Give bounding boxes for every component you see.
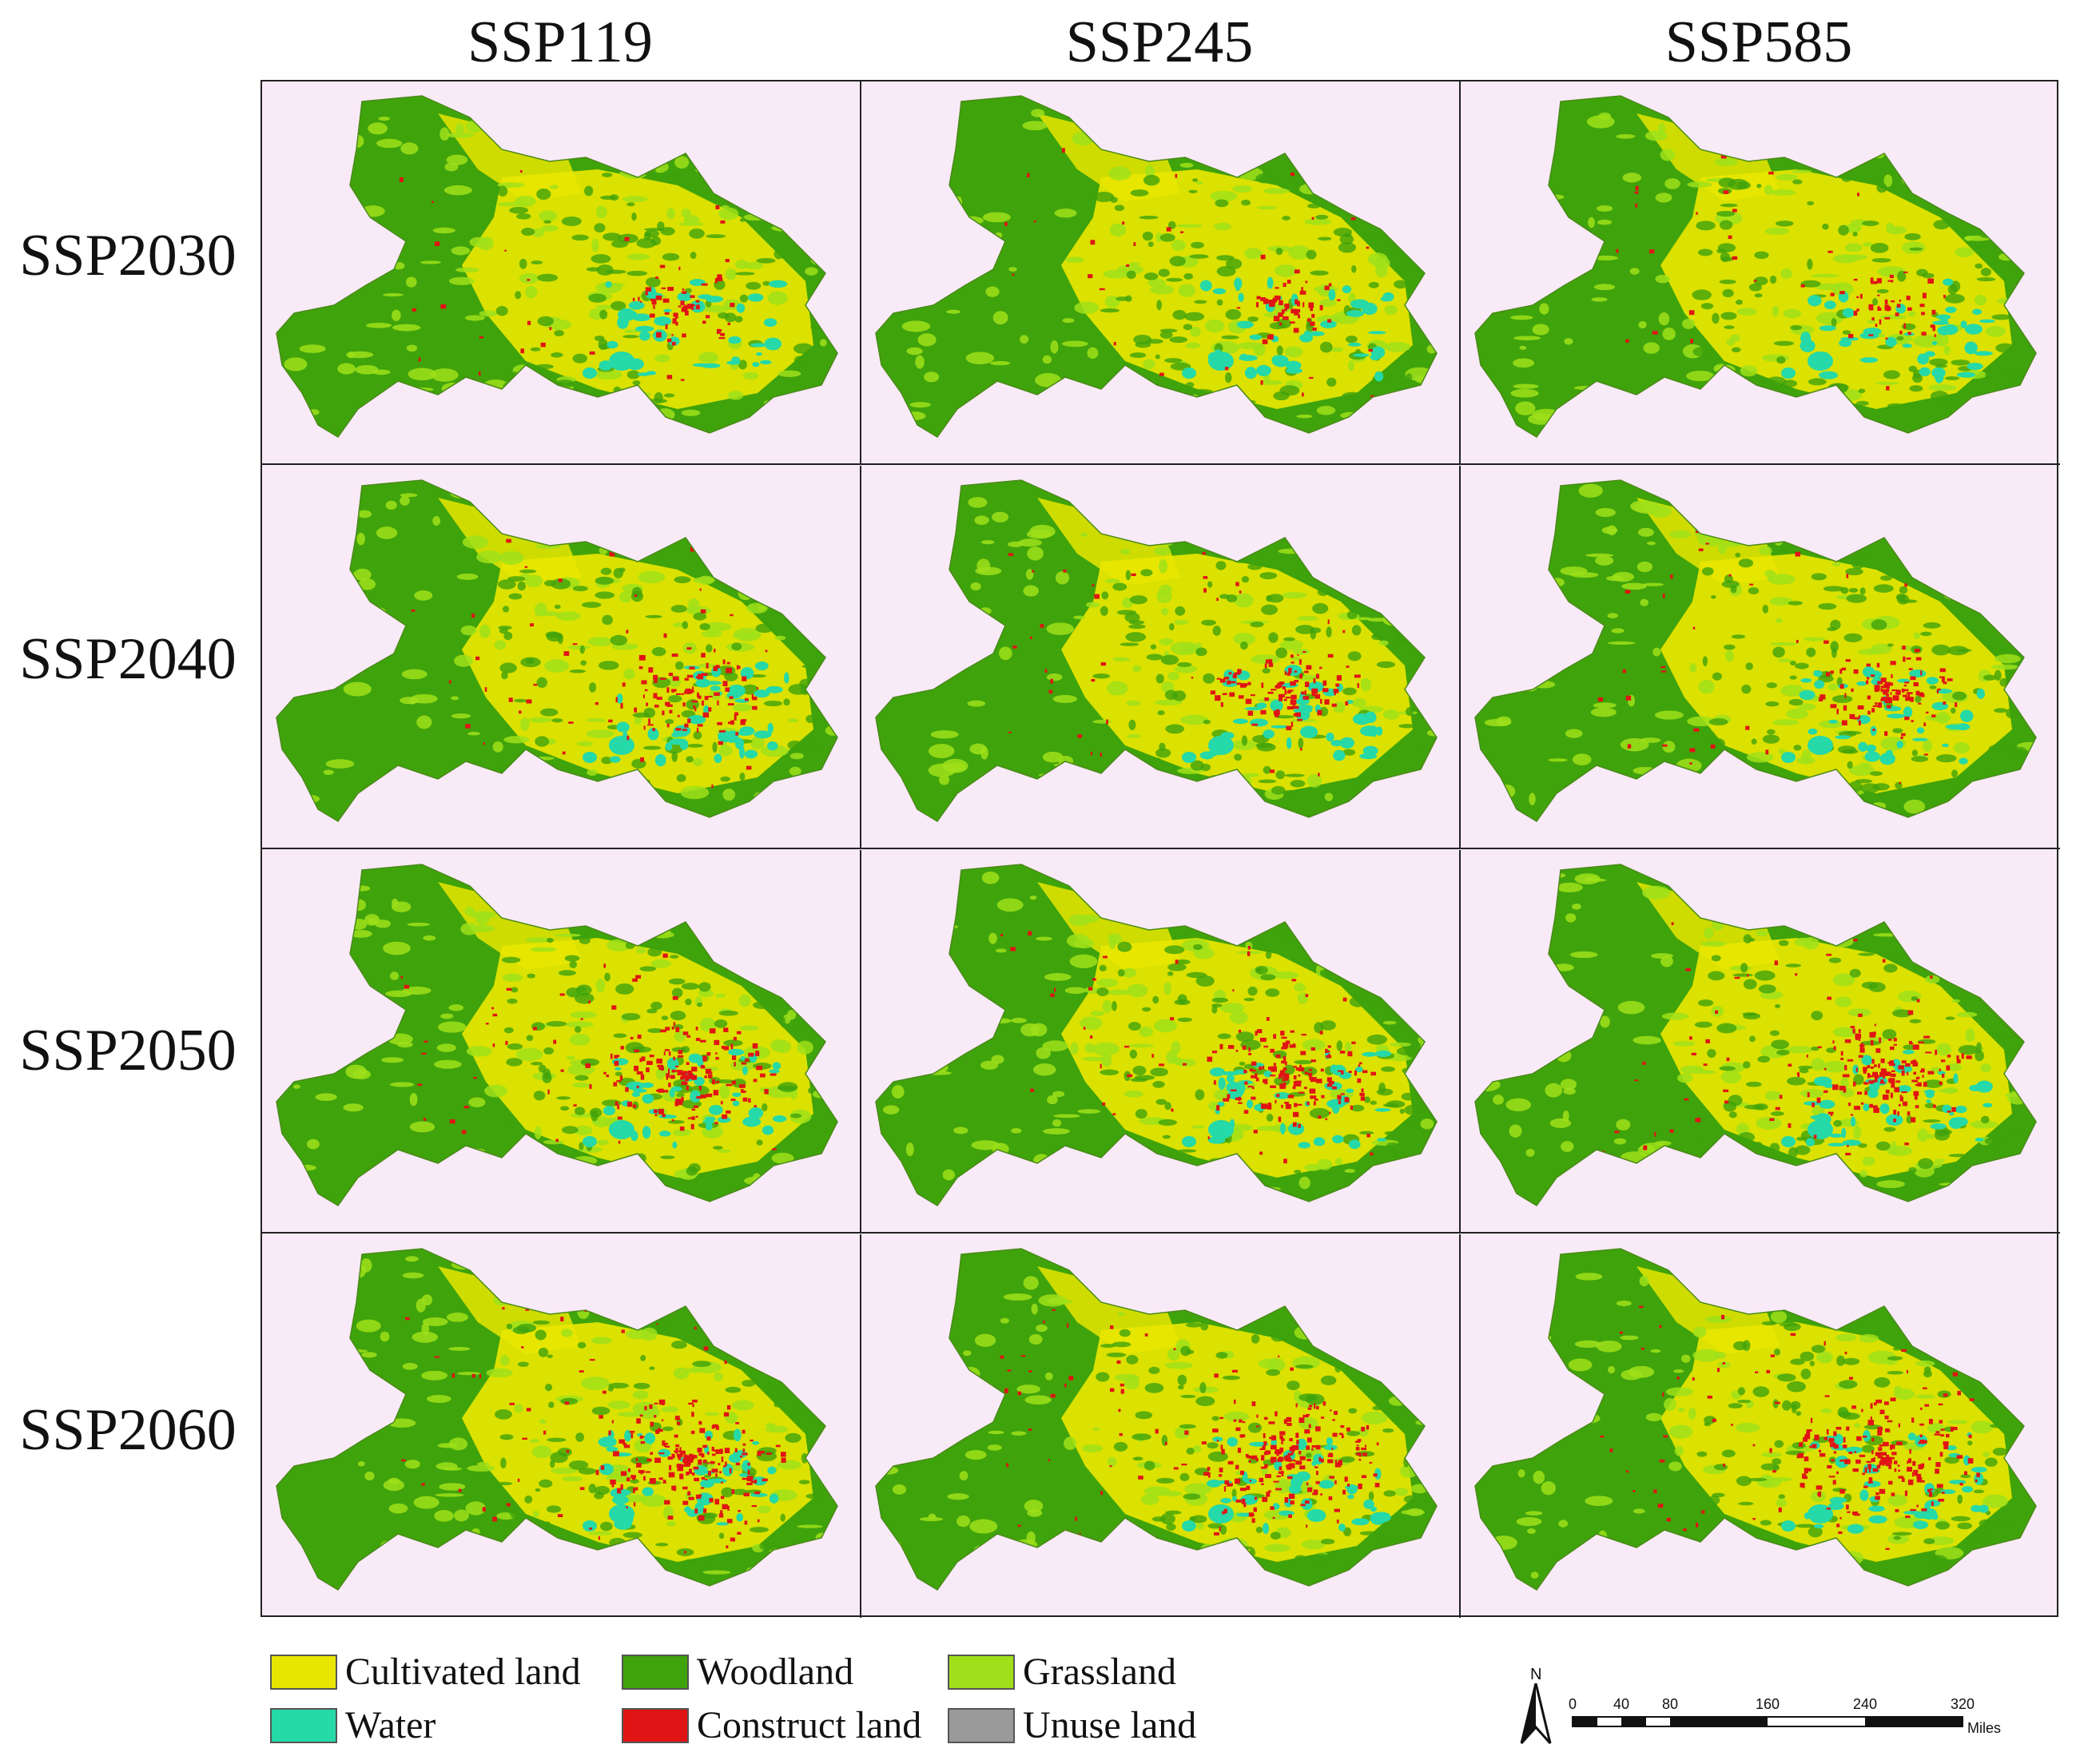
map-panel-ssp245-ssp2040	[861, 466, 1461, 849]
scale-unit: Miles	[1967, 1720, 2002, 1736]
legend-item-unuse: Unuse land	[948, 1703, 1196, 1747]
legend-item-grassland: Grassland	[948, 1650, 1176, 1694]
legend-label: Water	[345, 1704, 436, 1746]
legend-swatch-water	[270, 1707, 337, 1743]
land-use-map	[276, 1248, 838, 1591]
legend-label: Unuse land	[1023, 1704, 1197, 1746]
row-header-2040: SSP2040	[19, 626, 237, 692]
legend-swatch-grassland	[948, 1654, 1015, 1690]
column-header-ssp119: SSP119	[467, 10, 653, 75]
map-panel-ssp119-ssp2040	[262, 466, 861, 849]
legend-item-cultivated: Cultivated land	[270, 1650, 581, 1694]
legend-label: Cultivated land	[345, 1651, 581, 1693]
scale-bar: N 0 40 80 160 240 320 Miles	[1518, 1666, 2030, 1754]
map-panel-ssp585-ssp2040	[1461, 466, 2060, 849]
land-use-map	[875, 95, 1438, 438]
land-use-map	[276, 479, 838, 822]
legend-swatch-unuse	[948, 1707, 1015, 1743]
land-use-map	[276, 864, 838, 1206]
map-panel-ssp245-ssp2050	[861, 850, 1461, 1234]
north-label: N	[1530, 1666, 1542, 1683]
row-header-2060: SSP2060	[19, 1397, 237, 1463]
scale-tick-0: 0	[1568, 1696, 1577, 1712]
legend-swatch-woodland	[622, 1654, 689, 1690]
legend-item-construct: Construct land	[622, 1703, 921, 1747]
north-arrow-icon	[1520, 1683, 1552, 1745]
land-use-map	[1474, 479, 2037, 822]
land-use-map	[875, 864, 1438, 1206]
legend-item-water: Water	[270, 1703, 435, 1747]
map-panel-ssp585-ssp2060	[1461, 1234, 2060, 1618]
legend-label: Woodland	[697, 1651, 854, 1693]
map-panel-ssp119-ssp2060	[262, 1234, 861, 1618]
scale-tick-40: 40	[1613, 1696, 1630, 1712]
legend-swatch-construct	[622, 1707, 689, 1743]
map-panel-ssp585-ssp2030	[1461, 81, 2060, 465]
legend-item-woodland: Woodland	[622, 1650, 853, 1694]
land-use-map	[875, 479, 1438, 822]
scale-bar-graphic	[1572, 1716, 1963, 1727]
legend-label: Construct land	[697, 1704, 922, 1746]
column-header-ssp585: SSP585	[1664, 10, 1853, 75]
land-use-map	[1474, 95, 2037, 438]
scale-tick-320: 320	[1950, 1696, 1975, 1712]
legend-swatch-cultivated	[270, 1654, 337, 1690]
column-header-ssp245: SSP245	[1065, 10, 1254, 75]
land-use-map	[875, 1248, 1438, 1591]
land-use-map	[276, 95, 838, 438]
map-panel-ssp245-ssp2030	[861, 81, 1461, 465]
map-panel-ssp245-ssp2060	[861, 1234, 1461, 1618]
map-grid	[260, 80, 2060, 1618]
land-use-map	[1474, 1248, 2037, 1591]
scale-tick-80: 80	[1661, 1696, 1679, 1712]
map-panel-ssp119-ssp2050	[262, 850, 861, 1234]
row-header-2050: SSP2050	[19, 1018, 237, 1083]
land-use-map	[1474, 864, 2037, 1206]
legend-label: Grassland	[1023, 1651, 1176, 1693]
row-header-2030: SSP2030	[19, 223, 237, 288]
map-panel-ssp119-ssp2030	[262, 81, 861, 465]
scale-tick-240: 240	[1852, 1696, 1878, 1712]
scale-tick-160: 160	[1755, 1696, 1780, 1712]
map-panel-ssp585-ssp2050	[1461, 850, 2060, 1234]
